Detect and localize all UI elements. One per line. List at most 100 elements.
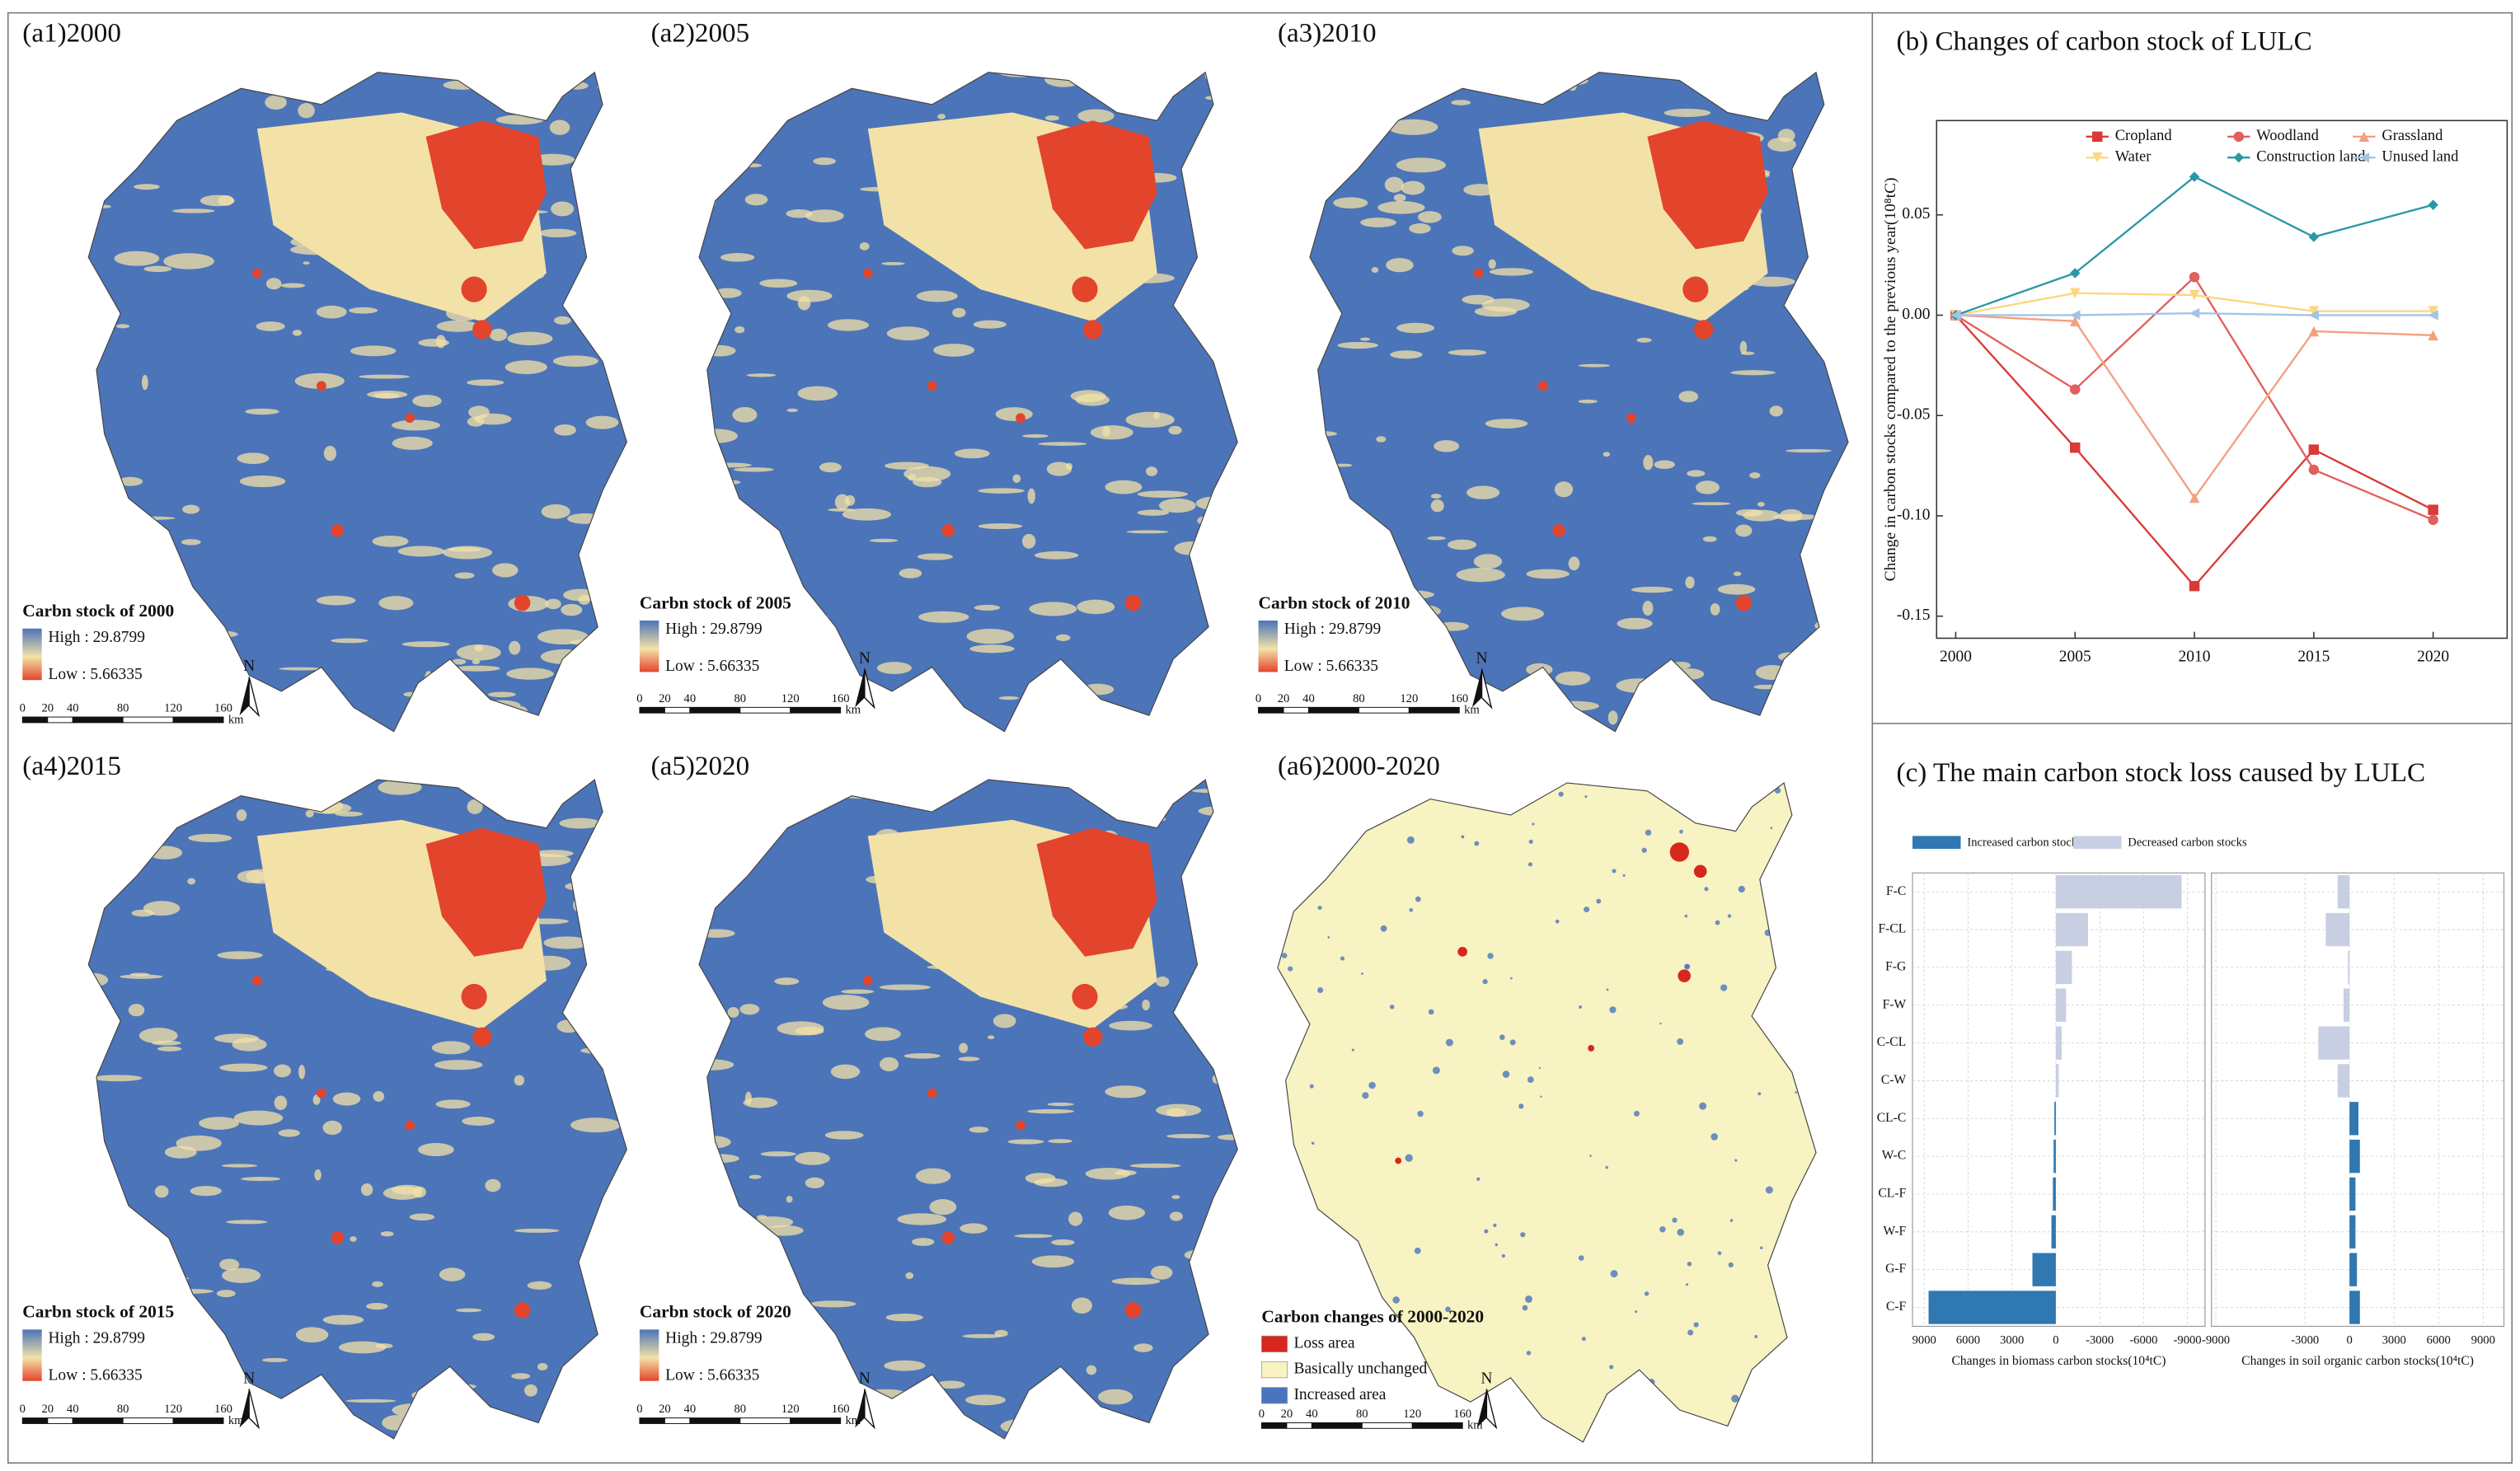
map-texture <box>1749 472 1761 479</box>
map-texture <box>154 1185 169 1198</box>
map-texture <box>1678 969 1691 982</box>
map-texture <box>447 547 481 552</box>
scale-label: 160 <box>214 1403 232 1416</box>
map-texture <box>346 922 374 939</box>
map-texture <box>936 1380 965 1389</box>
bar <box>2348 950 2350 985</box>
x-tick-label: -3000 <box>2291 1333 2319 1347</box>
map-texture <box>699 501 739 508</box>
map-texture <box>1699 1102 1707 1110</box>
north-label: N <box>859 649 871 667</box>
scale-segment <box>1286 1422 1312 1429</box>
map-texture <box>1731 1394 1739 1403</box>
scale-segment <box>1307 706 1359 714</box>
map-texture <box>1687 1262 1692 1267</box>
map-texture <box>1669 842 1690 862</box>
map-texture <box>1558 791 1564 797</box>
map-texture <box>899 568 922 579</box>
map-texture <box>1715 286 1749 292</box>
map-texture <box>1422 1384 1426 1388</box>
map-body <box>88 780 627 1439</box>
map-texture <box>1481 298 1530 312</box>
legend-high: High : 29.8799 <box>665 621 763 638</box>
x-tick-label: -6000 <box>2129 1333 2157 1347</box>
map-texture <box>1031 1255 1075 1268</box>
x-tick-label: 9000 <box>1912 1333 1936 1347</box>
x-tick-label: -9000 <box>2174 1333 2202 1347</box>
map-texture <box>1605 1165 1608 1169</box>
map-texture <box>1466 485 1500 499</box>
map-texture <box>1070 390 1106 403</box>
map-texture <box>418 339 449 347</box>
legend-title: Carbn stock of 2020 <box>640 1302 791 1322</box>
scale-label: 120 <box>1403 1408 1421 1421</box>
legend-label: Cropland <box>2115 127 2173 144</box>
map-texture <box>373 1091 385 1102</box>
map-texture <box>905 1272 914 1280</box>
map-texture <box>1774 1275 1787 1288</box>
map-texture <box>367 391 408 399</box>
map-texture <box>1195 496 1236 511</box>
scale-label: 0 <box>636 692 642 705</box>
map-texture <box>1678 391 1699 403</box>
map-texture <box>978 488 1025 494</box>
map-texture <box>265 95 287 110</box>
map-texture <box>813 157 836 166</box>
map-texture <box>1034 1178 1068 1188</box>
map-texture <box>366 1302 388 1310</box>
map-texture <box>1794 1406 1799 1411</box>
map-texture <box>148 846 183 860</box>
map-texture <box>1537 381 1548 391</box>
map-texture <box>1387 119 1438 135</box>
map-texture <box>1528 839 1533 844</box>
map-texture <box>115 324 130 329</box>
map-texture <box>1014 890 1047 903</box>
map-texture <box>897 1213 947 1225</box>
legend-ramp <box>639 1329 659 1381</box>
map-texture <box>1720 984 1728 991</box>
map-texture <box>1435 621 1469 631</box>
map-texture <box>349 307 378 314</box>
map-texture <box>1612 45 1636 54</box>
scale-segment <box>1311 1422 1363 1429</box>
map-texture <box>372 536 409 547</box>
map-texture <box>1401 180 1425 195</box>
map-texture <box>1327 936 1330 939</box>
map-texture <box>1355 816 1363 823</box>
map-texture <box>760 1151 796 1157</box>
map-body <box>88 72 627 732</box>
map-texture <box>1693 864 1707 878</box>
map-texture <box>1538 251 1567 258</box>
map-texture <box>219 1258 240 1271</box>
map-texture <box>699 1387 726 1395</box>
map-texture <box>917 553 954 560</box>
map-texture <box>580 1047 615 1054</box>
map-texture <box>435 1099 471 1109</box>
map-texture <box>1739 340 1748 354</box>
legend-marker <box>2358 152 2370 163</box>
map-texture <box>933 344 975 357</box>
map-texture <box>322 1314 364 1325</box>
map-texture <box>1774 787 1781 794</box>
map-texture <box>1185 1426 1193 1439</box>
map-texture <box>1589 1155 1592 1158</box>
map-texture <box>1195 753 1204 764</box>
map-texture <box>1552 700 1599 711</box>
map-texture <box>190 1186 222 1197</box>
map-texture <box>1124 594 1142 611</box>
legend-label: Construction land <box>2256 148 2366 165</box>
map-texture <box>507 331 553 346</box>
map-texture <box>151 80 179 89</box>
map-texture <box>907 870 921 878</box>
scale-label: 40 <box>684 692 697 705</box>
map-texture <box>748 1174 762 1179</box>
map-texture <box>359 374 411 379</box>
y-tick-label: C-W <box>1881 1073 1907 1087</box>
map-texture <box>1415 896 1421 902</box>
map-texture <box>226 1220 268 1225</box>
map-texture <box>1200 893 1232 897</box>
map-texture <box>908 474 917 481</box>
map-texture <box>866 875 889 883</box>
scale-label: 120 <box>164 702 182 715</box>
map-texture <box>559 817 601 829</box>
